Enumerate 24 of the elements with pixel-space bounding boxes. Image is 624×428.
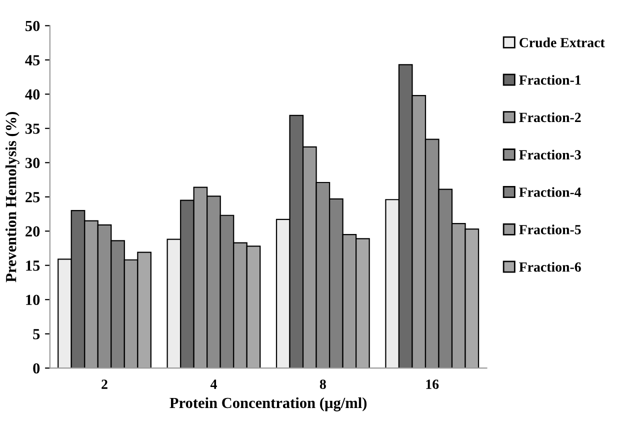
y-tick-label: 45 xyxy=(25,55,40,66)
y-tick-label: 20 xyxy=(26,226,40,237)
x-tick-label: 16 xyxy=(426,380,439,389)
legend-label: Fraction-6 xyxy=(519,262,581,272)
x-axis-title: Protein Concentration (µg/ml) xyxy=(170,397,367,412)
y-tick-label: 15 xyxy=(26,260,40,271)
y-tick-label: 40 xyxy=(25,89,40,100)
y-tick-label: 0 xyxy=(33,363,40,374)
y-tick-label: 5 xyxy=(33,329,40,340)
legend-label: Fraction-4 xyxy=(519,187,582,197)
y-axis-title: Prevention Hemolysis (%) xyxy=(5,112,20,282)
legend-label: Fraction-2 xyxy=(519,112,581,122)
x-tick-label: 8 xyxy=(320,380,326,389)
y-tick-label: 25 xyxy=(26,192,40,202)
legend-label: Fraction-1 xyxy=(519,74,581,85)
y-tick-label: 35 xyxy=(25,124,40,134)
y-tick-label: 30 xyxy=(25,158,40,168)
legend-label: Crude Extract xyxy=(520,38,605,48)
x-tick-label: 2 xyxy=(102,380,108,389)
y-tick-label: 10 xyxy=(26,294,40,306)
legend-label: Fraction-3 xyxy=(519,150,581,160)
y-tick-label: 50 xyxy=(26,20,40,32)
legend-label: Fraction-5 xyxy=(519,224,581,234)
x-tick-label: 4 xyxy=(210,380,217,389)
